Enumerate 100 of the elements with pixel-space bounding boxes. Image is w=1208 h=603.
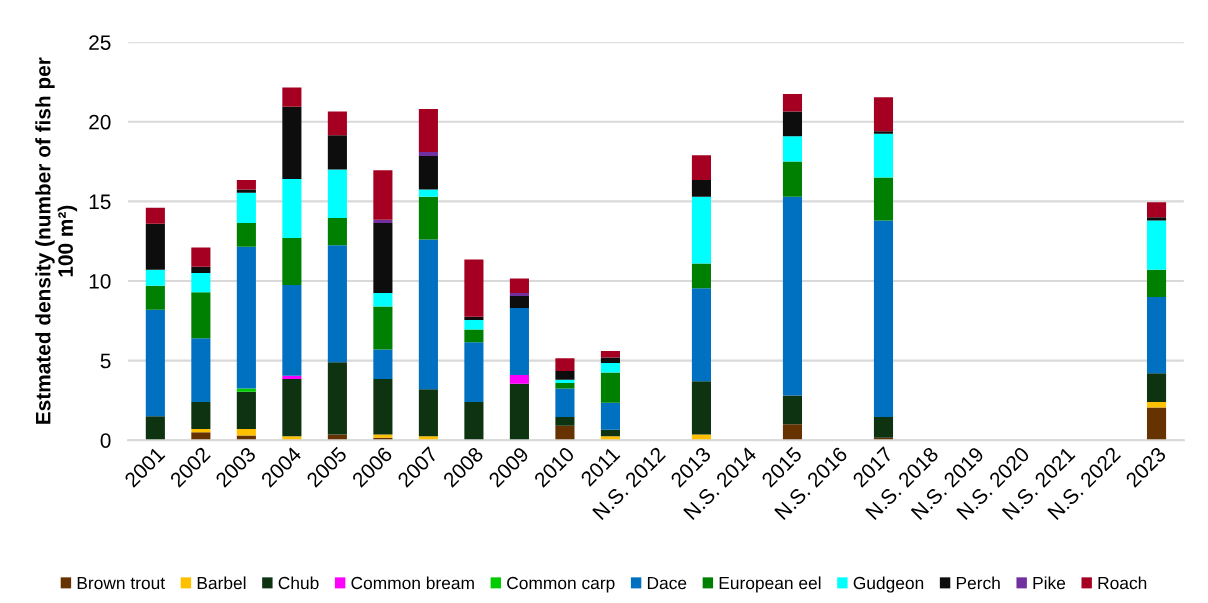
- bar: [873, 133, 894, 178]
- bar: [1146, 269, 1167, 297]
- bar: [691, 263, 712, 289]
- bar: [509, 308, 529, 375]
- bar: [236, 222, 256, 247]
- legend-label: Pike: [1033, 576, 1066, 590]
- bar: [555, 425, 575, 441]
- bar: [873, 97, 894, 132]
- bar: [327, 111, 347, 136]
- bar: [145, 309, 165, 417]
- bar: [191, 247, 211, 267]
- bar: [691, 381, 712, 435]
- bar: [236, 246, 256, 389]
- bar: [464, 329, 484, 343]
- bar: [555, 379, 575, 383]
- bar: [555, 370, 575, 380]
- bar: [282, 378, 302, 437]
- bar: [600, 372, 620, 403]
- bar: [1146, 296, 1167, 374]
- bar: [464, 259, 484, 317]
- bar: [236, 429, 256, 436]
- bar: [418, 389, 438, 437]
- y-tick-label: 10: [89, 274, 111, 289]
- bar: [1146, 217, 1167, 221]
- bar: [464, 316, 484, 320]
- y-axis-title: Estmated density (number of fish per 100 m²): [35, 57, 78, 424]
- bar: [418, 189, 438, 197]
- legend-label: Common carp: [507, 576, 615, 593]
- bar: [555, 388, 575, 418]
- bar: [236, 189, 256, 193]
- bar: [782, 136, 803, 162]
- bar: [282, 87, 302, 107]
- bar: [145, 223, 165, 270]
- bar: [327, 169, 347, 219]
- bar: [191, 273, 211, 293]
- bar: [282, 284, 302, 376]
- bar: [464, 320, 484, 330]
- bar: [145, 285, 165, 310]
- bar: [873, 220, 894, 418]
- bar: [236, 179, 256, 190]
- legend-label: Common bream: [351, 576, 474, 590]
- bar: [282, 238, 302, 285]
- bar: [1146, 407, 1167, 441]
- bar: [373, 219, 393, 223]
- bar: [873, 417, 894, 438]
- y-tick-label: 15: [89, 194, 111, 210]
- bar: [782, 93, 803, 112]
- legend-label: Gudgeon: [853, 576, 924, 593]
- bar: [327, 362, 347, 435]
- bar: [373, 170, 393, 220]
- bar: [236, 391, 256, 430]
- bar: [282, 375, 302, 379]
- bar: [691, 179, 712, 197]
- bar: [555, 382, 575, 389]
- bar: [464, 342, 484, 402]
- bar: [327, 245, 347, 363]
- y-tick-label: 5: [100, 353, 111, 369]
- bar: [373, 292, 393, 307]
- bar: [236, 388, 256, 392]
- bar: [782, 196, 803, 396]
- y-tick-label: 0: [100, 433, 111, 448]
- bar: [327, 135, 347, 170]
- bar: [555, 417, 575, 426]
- bar: [418, 109, 438, 153]
- bar: [873, 131, 894, 134]
- bar: [373, 222, 393, 293]
- bar: [600, 429, 620, 437]
- bar: [191, 266, 211, 274]
- bar: [191, 429, 211, 433]
- bar: [509, 383, 529, 441]
- bar: [600, 402, 620, 430]
- bar: [1146, 202, 1167, 218]
- bar: [691, 288, 712, 382]
- bar: [691, 155, 712, 180]
- bar: [418, 239, 438, 390]
- bar: [282, 106, 302, 180]
- bar: [691, 196, 712, 264]
- bar: [373, 306, 393, 350]
- bar: [509, 292, 529, 297]
- bar: [191, 292, 211, 339]
- y-tick-label: 25: [89, 35, 111, 50]
- bar: [145, 416, 165, 441]
- bar: [236, 192, 256, 223]
- bar: [191, 338, 211, 402]
- bar: [782, 161, 803, 197]
- bar: [373, 349, 393, 379]
- bar: [509, 278, 529, 293]
- bar: [418, 152, 438, 157]
- bar: [418, 156, 438, 190]
- bar: [145, 269, 165, 286]
- bar: [145, 207, 165, 224]
- legend-label: Dace: [647, 577, 687, 590]
- bar: [600, 362, 620, 373]
- legend-label: European eel: [719, 576, 821, 593]
- bar: [1146, 373, 1167, 402]
- bar: [282, 179, 302, 239]
- legend-label: Chub: [278, 576, 319, 590]
- bar: [600, 357, 620, 363]
- bar: [327, 218, 347, 246]
- bar: [782, 424, 803, 441]
